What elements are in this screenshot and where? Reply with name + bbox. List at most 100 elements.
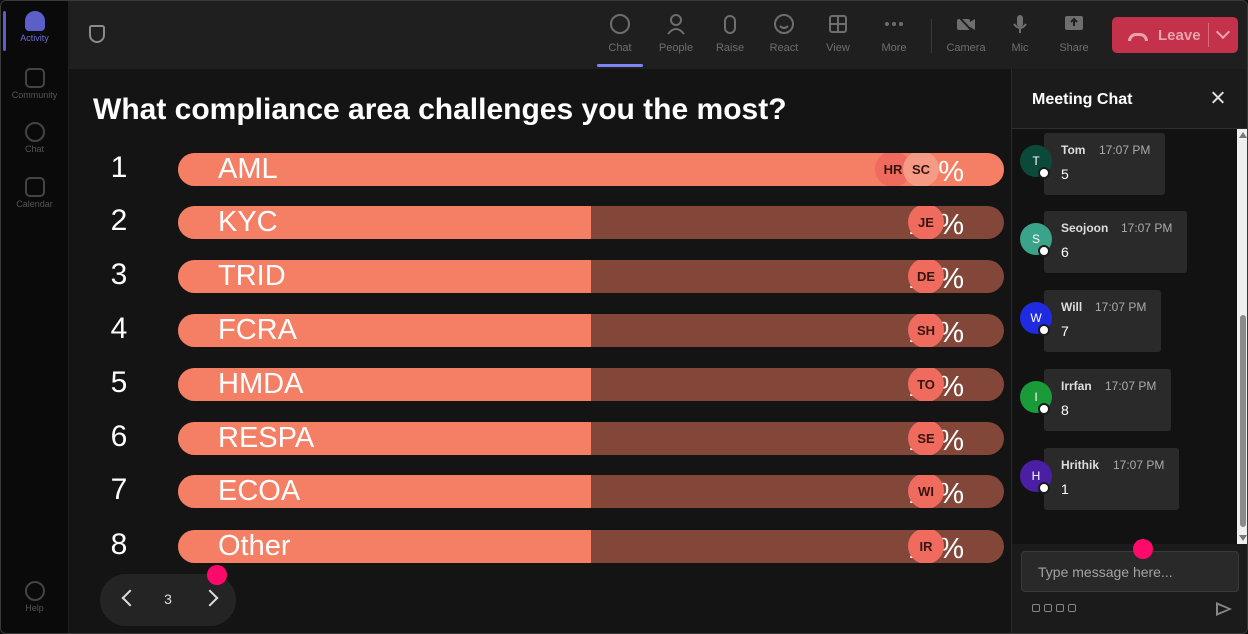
scroll-up-icon[interactable] — [1239, 132, 1247, 138]
chat-messages[interactable]: T Tom 17:07 PM 5 S Seojoon 17:07 PM 6 W Will 17:07… — [1012, 129, 1247, 544]
toolbar-view-button[interactable]: View — [815, 1, 861, 69]
grid-icon — [827, 13, 849, 35]
presence-dot — [1038, 403, 1050, 415]
rail-label: Community — [11, 90, 58, 100]
option-rank: 5 — [110, 366, 128, 399]
message-text: 7 — [1061, 323, 1069, 339]
meeting-toolbar: Chat People Raise React View More Camera — [69, 1, 1247, 69]
pointer-indicator — [207, 565, 227, 585]
message-text: 1 — [1061, 481, 1069, 497]
gif-icon[interactable] — [1068, 604, 1076, 612]
option-bar-fill — [178, 314, 591, 347]
toolbar-mic-button[interactable]: Mic — [997, 1, 1043, 69]
toolbar-label: More — [881, 42, 907, 54]
rail-item-activity[interactable]: Activity — [1, 11, 68, 51]
community-icon — [24, 68, 45, 88]
toolbar-label: Raise — [715, 42, 745, 54]
voter-avatar: JE — [908, 206, 944, 239]
toolbar-chat-button[interactable]: Chat — [597, 1, 643, 69]
presence-dot — [1038, 167, 1050, 179]
option-bar-fill — [178, 422, 591, 455]
phone-hangup-icon — [1128, 33, 1148, 41]
close-icon[interactable] — [1209, 89, 1227, 107]
people-icon — [665, 13, 687, 35]
sender-name: Will — [1061, 300, 1083, 314]
rail-item-community[interactable]: Community — [1, 68, 68, 100]
chat-icon — [609, 13, 631, 35]
presence-dot — [1038, 482, 1050, 494]
chat-title: Meeting Chat — [1032, 91, 1133, 108]
chat-message[interactable]: I Irrfan 17:07 PM 8 — [1020, 369, 1171, 431]
option-label: FCRA — [218, 314, 297, 346]
chat-message-input[interactable] — [1022, 552, 1238, 591]
option-label: ECOA — [218, 475, 301, 507]
message-time: 17:07 PM — [1105, 379, 1157, 393]
option-bar-fill — [178, 260, 591, 293]
chat-message[interactable]: T Tom 17:07 PM 5 — [1020, 133, 1165, 195]
send-icon[interactable] — [1216, 602, 1232, 616]
sender-name: Seojoon — [1061, 221, 1109, 235]
poll-option-row: 4 FCRA11%SH — [69, 310, 1011, 350]
rail-item-chat[interactable]: Chat — [1, 122, 68, 154]
chevron-left-icon[interactable] — [121, 589, 139, 607]
meeting-chat-panel: Meeting Chat T Tom 17:07 PM 5 S Seojoon 17:07 … — [1011, 69, 1247, 633]
chat-message[interactable]: W Will 17:07 PM 7 — [1020, 290, 1161, 352]
poll-option-row: 7 ECOA11%WI — [69, 471, 1011, 511]
share-screen-icon — [1063, 13, 1085, 35]
option-rank: 2 — [110, 204, 128, 237]
toolbar-label: Mic — [1011, 42, 1029, 54]
chevron-down-icon[interactable] — [1215, 24, 1231, 40]
option-bar: FCRA11%SH — [178, 314, 1004, 347]
sender-name: Irrfan — [1061, 379, 1092, 393]
voter-avatar: TO — [908, 368, 944, 401]
toolbar-label: Camera — [946, 42, 986, 54]
presence-dot — [1038, 324, 1050, 336]
toolbar-raise-button[interactable]: Raise — [707, 1, 753, 69]
emoji-icon[interactable] — [1056, 604, 1064, 612]
message-time: 17:07 PM — [1113, 458, 1165, 472]
option-label: AML — [218, 153, 278, 185]
scroll-down-icon[interactable] — [1239, 535, 1247, 541]
option-rank: 7 — [110, 473, 128, 506]
help-icon — [24, 581, 45, 601]
message-time: 17:07 PM — [1121, 221, 1173, 235]
rail-item-calendar[interactable]: Calendar — [1, 177, 68, 209]
message-text: 5 — [1061, 166, 1069, 182]
presence-dot — [1038, 245, 1050, 257]
poll-option-row: 5 HMDA11%TO — [69, 364, 1011, 404]
calendar-icon — [24, 177, 45, 197]
chevron-right-icon[interactable] — [201, 589, 219, 607]
chat-message[interactable]: S Seojoon 17:07 PM 6 — [1020, 211, 1187, 273]
chat-divider — [1012, 128, 1247, 129]
toolbar-label: Share — [1059, 42, 1089, 54]
format-icon[interactable] — [1032, 604, 1040, 612]
chat-scrollbar[interactable] — [1237, 129, 1247, 544]
option-bar: Other11%IR — [178, 530, 1004, 563]
toolbar-people-button[interactable]: People — [653, 1, 699, 69]
poll-results: What compliance area challenges you the … — [69, 69, 1011, 633]
rail-item-help[interactable]: Help — [1, 581, 68, 613]
voter-avatar: WI — [908, 475, 944, 508]
toolbar-more-button[interactable]: More — [871, 1, 917, 69]
toolbar-camera-button[interactable]: Camera — [943, 1, 989, 69]
option-bar: KYC11%JE — [178, 206, 1004, 239]
poll-option-row: 3 TRID11%DE — [69, 256, 1011, 296]
shield-icon[interactable] — [89, 25, 105, 43]
attach-icon[interactable] — [1044, 604, 1052, 612]
leave-divider — [1208, 23, 1209, 47]
sender-name: Hrithik — [1061, 458, 1100, 472]
scroll-thumb[interactable] — [1240, 315, 1246, 527]
toolbar-react-button[interactable]: React — [761, 1, 807, 69]
option-label: Other — [218, 530, 291, 562]
camera-off-icon — [955, 13, 977, 35]
option-label: HMDA — [218, 368, 304, 400]
toolbar-share-button[interactable]: Share — [1051, 1, 1097, 69]
pointer-indicator — [1133, 539, 1153, 559]
leave-button[interactable]: Leave — [1112, 17, 1238, 53]
poll-question: What compliance area challenges you the … — [93, 93, 787, 126]
option-bar: ECOA11%WI — [178, 475, 1004, 508]
chat-message[interactable]: H Hrithik 17:07 PM 1 — [1020, 448, 1179, 510]
chat-icon — [24, 122, 45, 142]
